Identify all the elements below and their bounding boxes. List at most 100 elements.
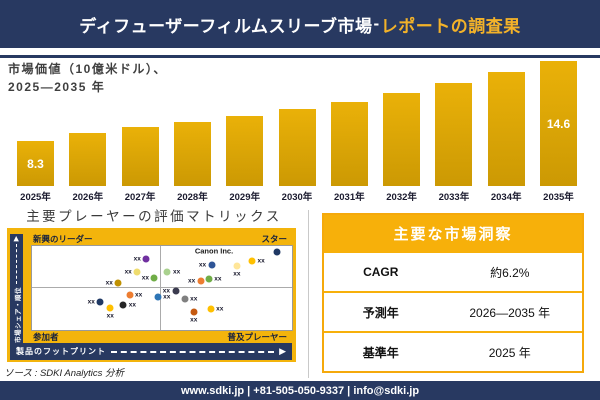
matrix-point — [273, 248, 281, 256]
bar-value-label: 14.6 — [546, 116, 571, 131]
matrix-title: 主要プレーヤーの評価マトリックス — [26, 209, 282, 224]
matrix-point-label: xx — [124, 268, 132, 276]
matrix-point: xx — [248, 257, 265, 265]
page-title-separator: - — [373, 14, 380, 33]
matrix-point-label: xx — [162, 287, 171, 295]
matrix-point-label: xx — [190, 316, 198, 324]
insights-row-value: 2025 年 — [488, 345, 531, 360]
quadrant-vertical-divider — [160, 246, 162, 330]
matrix-point-dot — [233, 262, 241, 270]
matrix-point-dot — [126, 291, 133, 299]
matrix-point-dot — [142, 255, 150, 263]
matrix-point-dot — [133, 268, 141, 276]
bar-chart-title-line2: 2025—2035 年 — [8, 80, 106, 94]
insights-row-value: 2026—2035 年 — [469, 305, 551, 320]
quadrant-horizontal-divider — [32, 286, 292, 288]
matrix-point: xx — [205, 275, 222, 283]
insights-row-label: 予測年 — [362, 305, 399, 320]
matrix-point: xx — [126, 291, 142, 299]
matrix-point: xx — [142, 274, 158, 282]
insights-row-value: 約6.2% — [490, 265, 530, 280]
insights-rows: CAGR 約6.2% 予測年 2026—2035 年基準年 2025 年 — [324, 251, 582, 371]
matrix-point: xx — [154, 293, 170, 301]
matrix-point-dot — [150, 274, 158, 282]
matrix-point-dot — [163, 268, 171, 276]
matrix-point: xx — [207, 305, 223, 313]
quadrant-label-top-left: 新興のリーダー — [33, 234, 93, 244]
x-tick-2035年: 2035年 — [543, 192, 574, 203]
x-labels: 2025年 2026年 2027年 2028年 2029年 2030年 2031年 2032年… — [0, 189, 600, 203]
matrix-point-label: xx — [216, 305, 224, 313]
quadrant-label-bottom-left: 参加者 — [33, 332, 59, 342]
matrix-point-label: xx — [163, 293, 171, 301]
x-tick-2026年: 2026年 — [72, 192, 104, 203]
matrix-point: xx — [163, 268, 180, 276]
matrix-point: xx — [106, 304, 114, 319]
up-arrow-icon: ▶ — [13, 236, 20, 242]
source-note: ソース : SDKI Analytics 分析 — [4, 368, 125, 379]
matrix-point-label: xx — [133, 255, 141, 263]
insights-row: 基準年 2025 年 — [324, 331, 582, 371]
matrix-point-label: xx — [214, 275, 222, 283]
quadrant-label-top-right: スター — [261, 234, 287, 244]
matrix-point-label: xx — [188, 277, 196, 285]
matrix-point-dot — [248, 257, 256, 265]
bar-2031年 — [330, 102, 368, 186]
matrix-point: xx — [163, 287, 180, 295]
bar-2033年 — [435, 83, 473, 186]
bar-2028年 — [173, 122, 211, 186]
matrix-point-label: xx — [87, 298, 95, 306]
bar-2026年 — [69, 133, 107, 186]
x-tick-2028年: 2028年 — [177, 192, 208, 203]
matrix-point-dot — [207, 305, 215, 313]
page-header: ディフューザーフィルムスリーブ市場 - レポートの調査果 — [0, 0, 600, 48]
matrix-point-label: xx — [135, 291, 143, 299]
matrix-point-dot — [190, 308, 198, 316]
bars-area: 8.3 14.6 — [0, 60, 600, 186]
x-tick-2032年: 2032年 — [386, 192, 417, 203]
matrix-point-dot — [208, 261, 216, 269]
matrix-point-label: xx — [198, 261, 207, 269]
insights-table-title: 主要な市場洞察 — [324, 215, 582, 251]
y-axis-label: 市場シェア・順位 ▶ — [10, 234, 23, 345]
x-tick-2027年: 2027年 — [124, 192, 156, 203]
bar-2029年 — [226, 116, 264, 186]
matrix-point-dot — [181, 295, 189, 303]
matrix-point: xx — [134, 255, 150, 263]
matrix-point-label: xx — [105, 279, 113, 287]
x-tick-2033年: 2033年 — [438, 192, 470, 203]
matrix-point: xx — [106, 279, 122, 287]
insights-row-label: 基準年 — [362, 345, 399, 360]
matrix-point-dot — [106, 304, 114, 312]
y-axis-bar — [10, 234, 23, 345]
header-divider-rule — [0, 55, 600, 58]
page-title-accent: レポートの調査果 — [380, 16, 521, 36]
matrix-point: xx — [181, 295, 197, 303]
market-insights-table: 主要な市場洞察 CAGR 約6.2% 予測年 2026—2035 年基準年 2025 年 — [322, 213, 584, 373]
matrix-plot: Canon Inc. xx xx xx xx xx xx xx xx xx xx xx xx xx xx x… — [31, 245, 293, 331]
bar-2025年: 8.3 — [17, 141, 54, 186]
x-tick-2030年: 2030年 — [281, 192, 313, 203]
quadrant-label-bottom-right: 普及プレーヤー — [227, 332, 287, 342]
x-tick-2031年: 2031年 — [333, 192, 365, 203]
matrix-point: xx — [125, 268, 141, 276]
bar-2027年 — [121, 127, 159, 186]
bar-chart-title: 市場価値（10億米ドル）、 2025—2035 年 — [8, 60, 167, 96]
matrix-company-label: Canon Inc. — [194, 246, 234, 256]
bar-2032年 — [383, 93, 421, 186]
right-arrow-icon: ▶ — [279, 346, 286, 356]
insights-row-label: CAGR — [363, 265, 399, 279]
matrix-point-label: xx — [106, 312, 114, 320]
matrix-point-dot — [119, 301, 127, 309]
x-tick-2025年: 2025年 — [20, 192, 51, 203]
matrix-point-dot — [114, 279, 122, 287]
matrix-point: xx — [199, 261, 216, 269]
page-title-main: ディフューザーフィルムスリーブ市場 — [79, 16, 373, 36]
bar-2034年 — [487, 72, 525, 186]
matrix-point: xx — [233, 262, 241, 277]
matrix-point-label: xx — [190, 295, 198, 303]
matrix-point-dot — [205, 275, 213, 283]
matrix-point: xx — [188, 277, 205, 285]
insights-row: 予測年 2026—2035 年 — [324, 291, 582, 331]
x-axis-label-text: 製品のフットプリント — [16, 347, 106, 356]
